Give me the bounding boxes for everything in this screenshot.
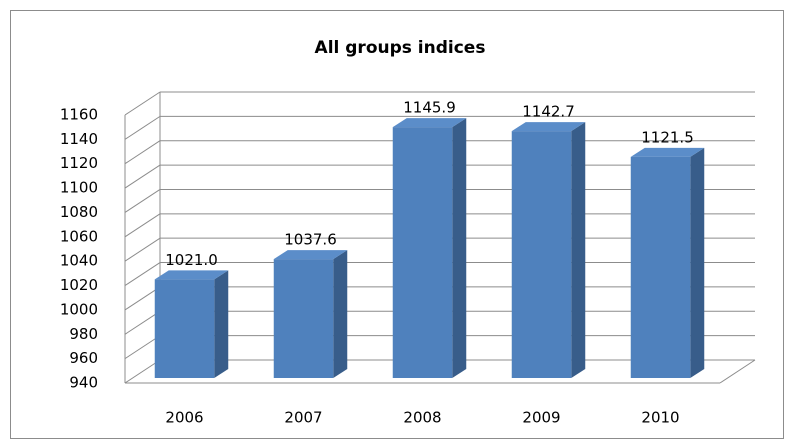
y-tick-label: 960 — [69, 349, 98, 367]
bar-side — [214, 270, 229, 378]
bar-top — [392, 118, 467, 128]
bar-front — [273, 259, 334, 378]
value-label: 1121.5 — [641, 128, 694, 146]
value-label: 1142.7 — [522, 103, 575, 121]
grid-line — [124, 115, 161, 140]
bar-side — [452, 118, 467, 378]
y-tick-label: 1120 — [60, 154, 98, 172]
y-tick-label: 940 — [69, 374, 98, 392]
y-tick-label: 1040 — [60, 252, 98, 270]
value-label: 1021.0 — [165, 251, 218, 269]
y-tick-label: 1140 — [60, 130, 98, 148]
grid-line — [124, 359, 161, 384]
grid-line — [124, 164, 161, 189]
x-tick-label: 2009 — [522, 409, 560, 427]
bar — [630, 147, 705, 378]
y-tick-label: 1080 — [60, 203, 98, 221]
y-tick-label: 1160 — [60, 106, 98, 124]
bar-front — [392, 127, 453, 378]
grid-line — [124, 286, 161, 311]
bar-top — [511, 122, 586, 132]
chart-title: All groups indices — [315, 38, 486, 58]
bar-front — [511, 131, 572, 378]
y-tick-label: 980 — [69, 325, 98, 343]
x-tick-label: 2006 — [165, 409, 203, 427]
bar-side — [690, 147, 705, 378]
bar — [273, 250, 348, 378]
grid-line — [124, 310, 161, 335]
grid-line — [124, 262, 161, 286]
bar-front — [154, 279, 215, 378]
bar-top — [154, 270, 229, 280]
bar — [392, 118, 467, 378]
value-label: 1145.9 — [403, 99, 456, 117]
floor-edge — [719, 359, 756, 384]
bar-side — [571, 122, 586, 378]
grid-line — [124, 189, 161, 213]
bar-top — [273, 250, 348, 260]
grid-line — [124, 335, 161, 360]
grid-line — [124, 91, 161, 116]
grid-line — [124, 237, 161, 262]
bar-side — [333, 250, 348, 378]
x-tick-label: 2010 — [641, 409, 679, 427]
x-tick-label: 2008 — [403, 409, 441, 427]
y-tick-label: 1020 — [60, 276, 98, 294]
bar — [511, 122, 586, 378]
grid-line — [124, 140, 161, 165]
bar-top — [630, 147, 705, 157]
bar — [154, 270, 229, 378]
y-tick-label: 1060 — [60, 227, 98, 245]
bar-front — [630, 156, 691, 378]
x-tick-label: 2007 — [284, 409, 322, 427]
value-label: 1037.6 — [284, 231, 337, 249]
y-tick-label: 1000 — [60, 300, 98, 318]
grid-line — [124, 213, 161, 238]
y-tick-label: 1100 — [60, 179, 98, 197]
